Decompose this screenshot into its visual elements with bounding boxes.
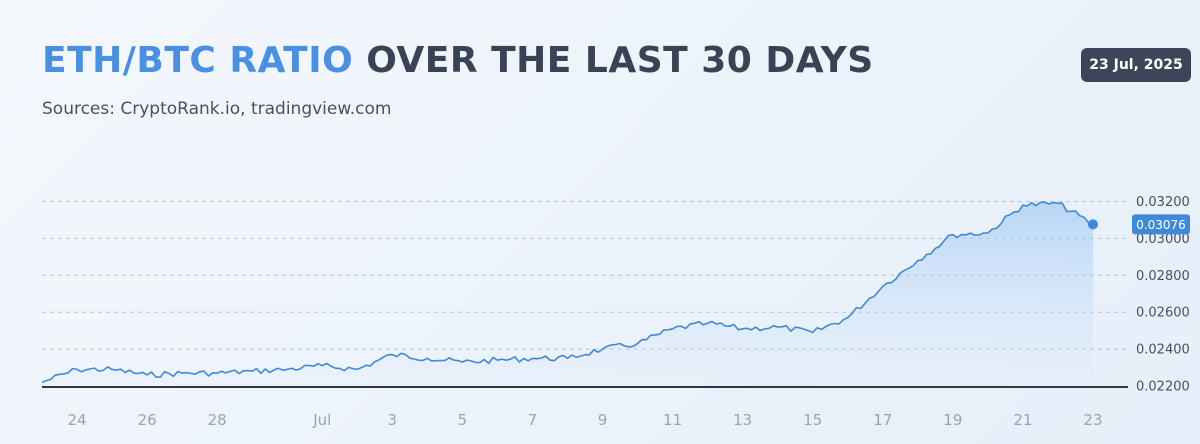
x-tick-label: 9 xyxy=(598,411,608,429)
x-tick-label: 15 xyxy=(803,411,822,429)
date-badge: 23 Jul, 2025 xyxy=(1081,48,1191,82)
chart-title: ETH/BTC RATIO OVER THE LAST 30 DAYS xyxy=(42,40,874,81)
x-tick-label: 5 xyxy=(458,411,468,429)
last-value-label: 0.03076 xyxy=(1136,218,1186,232)
y-tick-label: 0.02400 xyxy=(1136,343,1190,358)
y-tick-label: 0.03000 xyxy=(1136,232,1190,247)
series-line xyxy=(41,201,1094,384)
chart-subtitle: Sources: CryptoRank.io, tradingview.com xyxy=(42,99,392,119)
y-tick-label: 0.02600 xyxy=(1136,306,1190,321)
title-rest: OVER THE LAST 30 DAYS xyxy=(366,40,874,81)
x-tick-label: 26 xyxy=(138,411,157,429)
x-tick-label: 11 xyxy=(663,411,682,429)
series-area xyxy=(42,202,1093,387)
x-tick-label: 28 xyxy=(208,411,227,429)
last-value-badge xyxy=(1132,214,1190,235)
y-tick-labels: 0.03200 0.03000 0.02800 0.02600 0.02400 0.022… xyxy=(1136,195,1190,395)
x-tick-label: 3 xyxy=(388,411,398,429)
x-tick-label: 24 xyxy=(67,411,86,429)
x-tick-label: 7 xyxy=(528,411,538,429)
y-tick-label: 0.03200 xyxy=(1136,195,1190,210)
x-tick-label: 13 xyxy=(733,411,752,429)
last-value-dot xyxy=(1087,219,1098,230)
title-accent: ETH/BTC RATIO xyxy=(42,40,354,81)
last-value-marker: 0.03076 xyxy=(1087,214,1190,235)
x-tick-label: 19 xyxy=(943,411,962,429)
x-tick-label: 21 xyxy=(1013,411,1032,429)
x-tick-labels: 24 26 28 Jul 3 5 7 9 11 13 15 17 19 21 23 xyxy=(67,411,1102,429)
x-tick-label: 23 xyxy=(1083,411,1102,429)
x-tick-label: Jul xyxy=(312,411,331,429)
x-tick-label: 17 xyxy=(873,411,892,429)
y-tick-label: 0.02200 xyxy=(1136,380,1190,395)
y-tick-label: 0.02800 xyxy=(1136,269,1190,284)
